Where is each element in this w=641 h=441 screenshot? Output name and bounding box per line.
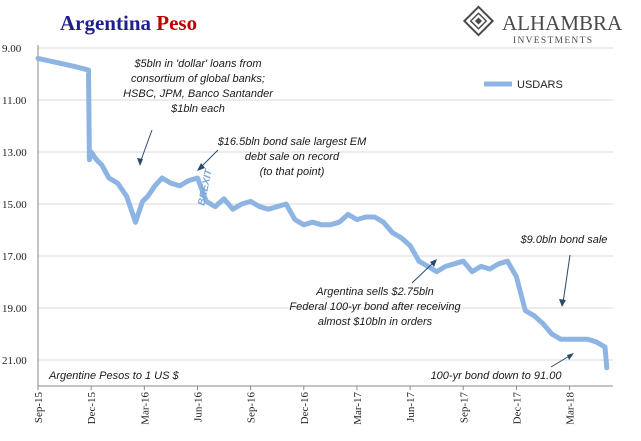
chart-title: Argentina Peso — [60, 11, 197, 35]
logo-name: ALHAMBRA — [502, 11, 623, 35]
annotation-bond-16-5: $16.5bln bond sale largest EM debt sale … — [217, 136, 367, 178]
arrow-100yr-bond-head — [567, 353, 574, 360]
annotation-line: $16.5bln bond sale largest EM — [217, 136, 367, 148]
arrow-bond-16-5 — [199, 149, 219, 169]
usdars-line — [35, 55, 610, 371]
arrow-dollar-loans — [139, 129, 153, 164]
annotation-argentina-sells: Argentina sells $2.75bln Federal 100-yr … — [289, 286, 461, 328]
y-tick-label: 9.00 — [2, 43, 22, 55]
y-tick-label: 11.00 — [2, 95, 27, 107]
annotation-line: Argentina sells $2.75bln — [315, 286, 433, 298]
annotation-100yr-bond: 100-yr bond down to 91.00 — [431, 370, 563, 382]
x-tick-label: Dec-16 — [299, 392, 311, 425]
annotation-line: almost $10bln in orders — [318, 316, 433, 328]
x-tick-label: Mar-16 — [139, 392, 151, 425]
legend: USDARS — [484, 79, 563, 91]
x-tick-label: Mar-17 — [352, 392, 364, 425]
logo-icon — [462, 5, 495, 37]
annotation-line: $5bln in 'dollar' loans from — [133, 58, 261, 70]
x-tick-label: Jun-17 — [405, 392, 417, 422]
annotation-dollar-loans: $5bln in 'dollar' loans from consortium … — [123, 58, 274, 115]
arrow-100yr-bond — [550, 354, 572, 368]
x-axis-ticks: Sep-15 Dec-15 Mar-16 Jun-16 Sep-16 Dec-16 Mar-… — [33, 386, 577, 425]
gridlines — [38, 47, 613, 361]
annotation-bond-9-0: $9.0bln bond sale — [520, 234, 608, 246]
arrow-dollar-loans-head — [137, 158, 143, 166]
annotation-line: debt sale on record — [245, 151, 340, 163]
x-tick-label: Dec-15 — [86, 392, 98, 425]
y-tick-label: 17.00 — [2, 251, 27, 263]
x-tick-label: Sep-16 — [246, 392, 258, 424]
y-axis-ticks: 9.00 11.00 13.00 15.00 17.00 19.00 21.00 — [2, 43, 27, 367]
y-tick-label: 21.00 — [2, 355, 27, 367]
chart-subtitle: Argentine Pesos to 1 US $ — [48, 370, 180, 382]
y-tick-label: 13.00 — [2, 147, 27, 159]
annotation-brexit: BREXIT — [196, 168, 215, 207]
x-tick-label: Mar-18 — [565, 392, 577, 425]
annotation-line: Federal 100-yr bond after receiving — [289, 301, 461, 313]
arrow-bond-16-5-head — [197, 163, 205, 171]
annotation-line: $1bln each — [170, 103, 225, 115]
annotation-line: HSBC, JPM, Banco Santander — [123, 88, 274, 100]
x-tick-label: Sep-15 — [33, 392, 45, 424]
chart-title-part2: Peso — [156, 11, 197, 35]
x-tick-label: Dec-17 — [511, 392, 523, 425]
arrow-argentina-sells-head — [430, 259, 437, 267]
x-tick-label: Jun-16 — [192, 392, 204, 422]
arrow-argentina-sells — [411, 261, 435, 284]
arrow-bond-9-0-head — [559, 299, 566, 307]
annotation-line: (to that point) — [260, 166, 325, 178]
chart-title-part1: Argentina — [60, 11, 156, 35]
annotation-line: consortium of global banks; — [131, 73, 265, 85]
arrow-bond-9-0 — [562, 254, 571, 304]
y-tick-label: 19.00 — [2, 303, 27, 315]
logo-sub: INVESTMENTS — [513, 36, 593, 46]
x-tick-label: Sep-17 — [458, 392, 470, 424]
y-tick-label: 15.00 — [2, 199, 27, 211]
legend-label: USDARS — [517, 79, 563, 91]
